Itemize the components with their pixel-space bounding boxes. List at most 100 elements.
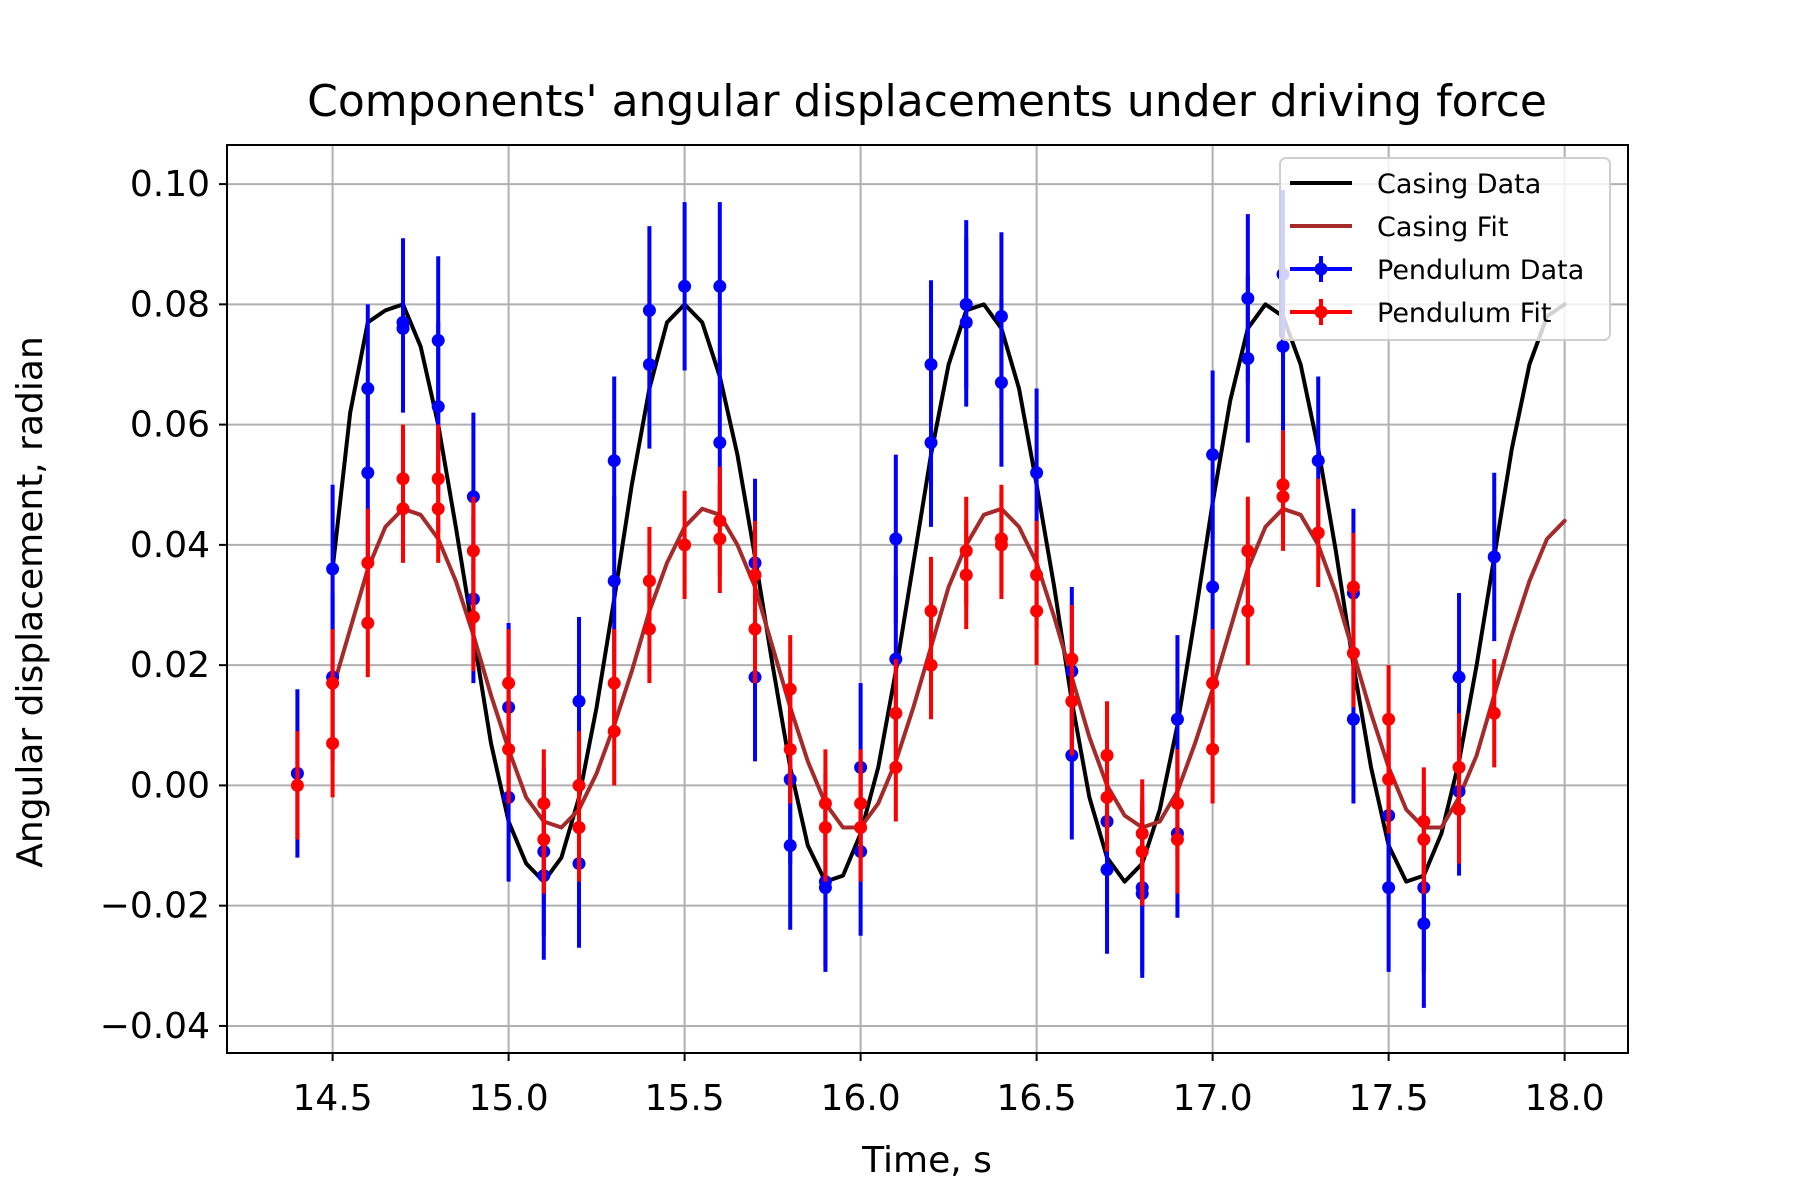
pendulum-fit-point <box>1206 676 1220 690</box>
pendulum-fit-point <box>1346 580 1360 594</box>
x-tick-label: 17.5 <box>1349 1078 1429 1119</box>
x-tick-label: 14.5 <box>293 1078 373 1119</box>
pendulum-fit-point <box>1206 742 1220 756</box>
y-tick-label: 0.06 <box>130 405 210 446</box>
pendulum-data-point <box>1417 917 1431 931</box>
y-tick-label: −0.04 <box>100 1006 210 1047</box>
legend-label-pendulum-fit: Pendulum Fit <box>1377 298 1551 329</box>
pendulum-fit-point <box>783 682 797 696</box>
y-tick-label: 0.08 <box>130 284 210 325</box>
pendulum-data-point <box>326 562 340 576</box>
pendulum-fit-point <box>1346 646 1360 660</box>
pendulum-fit-point <box>1382 772 1396 786</box>
pendulum-fit-point <box>502 742 516 756</box>
y-tick-label: 0.04 <box>130 525 210 566</box>
pendulum-data-point <box>607 574 621 588</box>
pendulum-data-point <box>994 376 1008 390</box>
pendulum-fit-point <box>1311 526 1325 540</box>
legend-label-casing-data: Casing Data <box>1377 169 1541 200</box>
pendulum-data-point <box>1382 881 1396 895</box>
casing-fit-layer <box>330 506 1567 830</box>
plot-frame <box>226 144 1629 1054</box>
pendulum-fit-point <box>924 658 938 672</box>
pendulum-fit-point <box>1030 604 1044 618</box>
x-tick-label: 15.0 <box>469 1078 549 1119</box>
pendulum-fit-point <box>959 568 973 582</box>
pendulum-fit-point <box>1241 544 1255 558</box>
pendulum-data-point <box>1241 351 1255 365</box>
x-tick-label: 16.0 <box>821 1078 901 1119</box>
x-ticks-layer: 14.5 15.0 15.5 16.0 16.5 17.0 17.5 18.0 <box>293 1053 1605 1119</box>
pendulum-fit-point <box>466 544 480 558</box>
pendulum-fit-point <box>326 676 340 690</box>
pendulum-fit-point <box>361 616 375 630</box>
pendulum-fit-point <box>431 502 445 516</box>
casing-fit-line <box>330 506 1567 830</box>
pendulum-fit-point <box>854 821 868 835</box>
pendulum-fit-point <box>889 760 903 774</box>
pendulum-data-point <box>678 279 692 293</box>
pendulum-fit-point <box>502 676 516 690</box>
pendulum-fit-point <box>1065 694 1079 708</box>
pendulum-fit-point <box>994 538 1008 552</box>
x-tick-label: 16.5 <box>997 1078 1077 1119</box>
pendulum-fit-point <box>1417 833 1431 847</box>
pendulum-data-point <box>1170 712 1184 726</box>
pendulum-fit-point <box>713 532 727 546</box>
legend: Casing Data Casing Fit Pendulum Data Pen… <box>1279 157 1611 341</box>
pendulum-data-point <box>959 315 973 329</box>
pendulum-fit-point <box>1276 490 1290 504</box>
x-tick-label: 18.0 <box>1525 1078 1605 1119</box>
pendulum-fit-point <box>818 821 832 835</box>
pendulum-fit-layer <box>290 424 1501 906</box>
pendulum-data-point <box>1311 454 1325 468</box>
pendulum-fit-point <box>642 622 656 636</box>
pendulum-data-point <box>924 436 938 450</box>
pendulum-data-point <box>1206 448 1220 462</box>
pendulum-fit-point <box>466 610 480 624</box>
pendulum-data-point <box>1030 466 1044 480</box>
pendulum-data-point <box>607 454 621 468</box>
pendulum-data-point <box>396 321 410 335</box>
pendulum-data-point <box>642 357 656 371</box>
pendulum-fit-point <box>537 833 551 847</box>
pendulum-data-point <box>1487 550 1501 564</box>
pendulum-fit-point <box>1487 706 1501 720</box>
legend-swatch-pendulum-fit-marker <box>1314 305 1328 319</box>
pendulum-fit-point <box>572 821 586 835</box>
pendulum-fit-point <box>1452 802 1466 816</box>
pendulum-data-point <box>361 466 375 480</box>
legend-swatch-pendulum-data-marker <box>1314 262 1328 276</box>
pendulum-fit-point <box>326 736 340 750</box>
pendulum-data-point <box>1100 863 1114 877</box>
pendulum-data-point <box>431 400 445 414</box>
y-tick-label: 0.02 <box>130 645 210 686</box>
legend-frame <box>1279 157 1611 341</box>
x-tick-label: 17.0 <box>1173 1078 1253 1119</box>
x-axis-label: Time, s <box>861 1140 992 1181</box>
pendulum-fit-point <box>1382 712 1396 726</box>
pendulum-data-point <box>818 881 832 895</box>
pendulum-fit-point <box>290 778 304 792</box>
pendulum-data-point <box>1206 580 1220 594</box>
pendulum-data-point <box>889 532 903 546</box>
pendulum-fit-point <box>1100 790 1114 804</box>
legend-label-pendulum-data: Pendulum Data <box>1377 255 1584 286</box>
y-tick-label: 0.10 <box>130 164 210 205</box>
x-tick-label: 15.5 <box>645 1078 725 1119</box>
pendulum-fit-point <box>1135 845 1149 859</box>
pendulum-data-point <box>572 694 586 708</box>
y-axis-label: Angular displacement, radian <box>10 336 51 868</box>
y-ticks-layer: −0.04 −0.02 0.00 0.02 0.04 0.06 0.08 0.10 <box>100 164 227 1047</box>
pendulum-fit-point <box>361 556 375 570</box>
chart-title: Components' angular displacements under … <box>307 76 1547 127</box>
pendulum-fit-point <box>1241 604 1255 618</box>
pendulum-data-point <box>1452 670 1466 684</box>
pendulum-fit-point <box>396 502 410 516</box>
pendulum-data-point <box>713 436 727 450</box>
pendulum-data-point <box>783 839 797 853</box>
y-tick-label: −0.02 <box>100 886 210 927</box>
pendulum-fit-point <box>783 742 797 756</box>
